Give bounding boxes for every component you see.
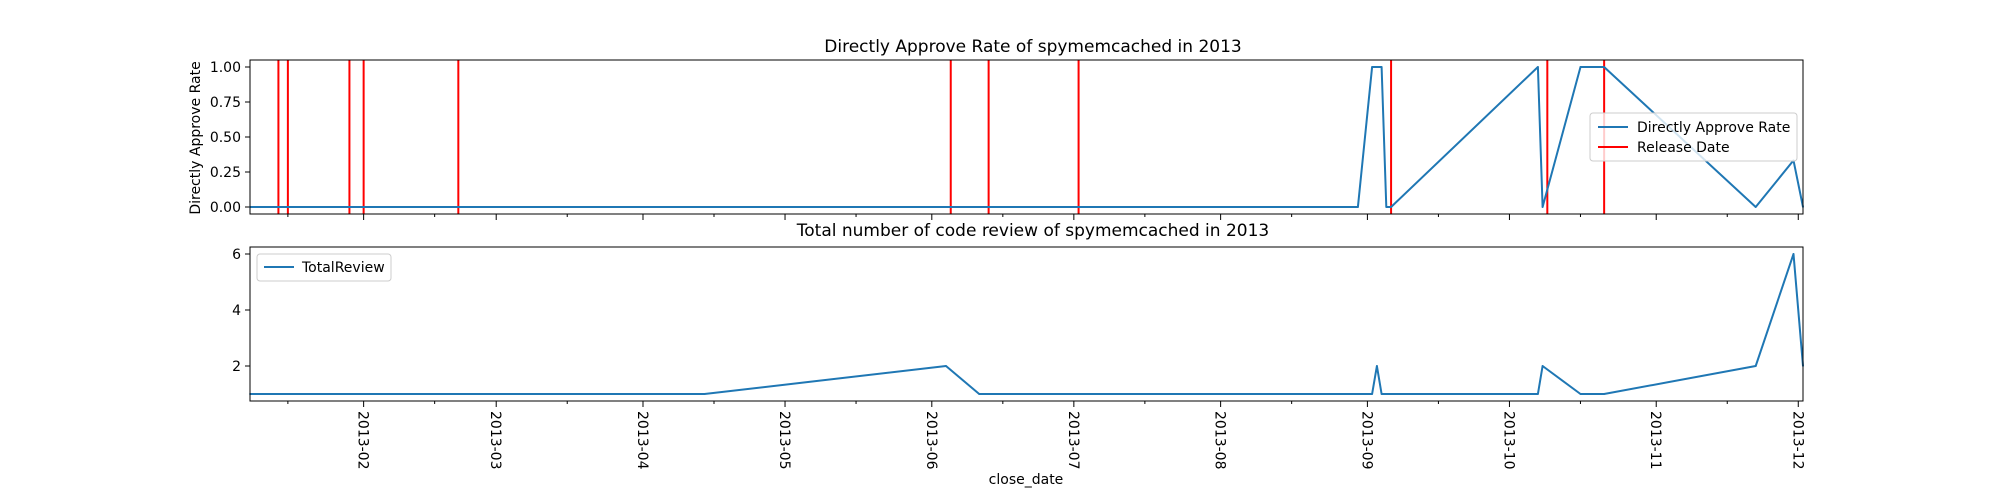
x-tick-label: 2013-12 [1789,411,1805,470]
total-review-series [249,253,1804,395]
approve-rate-y-tick-label: 0.75 [210,95,241,111]
total-review-y-tick-label: 4 [232,303,241,319]
approve-rate-data-point [1536,66,1539,68]
legend-label-release-date: Release Date [1637,140,1730,156]
approve-rate-data-point [1603,66,1606,68]
x-tick-label: 2013-10 [1500,411,1516,470]
total-review-y-tick-label: 6 [232,247,241,263]
total-review-y-tick-label: 2 [232,359,241,375]
total-review-legend: TotalReview [256,253,392,282]
approve-rate-data-point [1385,206,1388,208]
legend-label-approve-rate: Directly Approve Rate [1637,120,1790,136]
x-tick-label: 2013-06 [923,411,939,470]
approve-rate-data-point [1390,206,1392,208]
approve-rate-legend: Directly Approve Rate Release Date [1589,112,1798,162]
approve-rate-data-point [1357,206,1359,208]
x-tick-label: 2013-09 [1358,411,1374,470]
total-review-y-axis: 2 4 6 [232,247,250,375]
approve-rate-data-point [1371,66,1374,68]
approve-rate-y-label: Directly Approve Rate [188,61,204,214]
release-date-lines [277,60,1606,214]
total-review-series-line [250,253,1804,395]
total-review-data-point [1792,253,1795,255]
total-review-data-point [1371,393,1374,395]
total-review-data-point [1375,365,1378,367]
total-review-data-point [1541,365,1544,367]
x-axis-label: close_date [989,472,1064,488]
total-review-plot-frame [249,246,1804,402]
x-tick-label: 2013-07 [1065,411,1081,470]
total-review-data-point [978,393,981,395]
x-tick-label: 2013-05 [776,411,792,470]
x-tick-label: 2013-04 [634,411,650,470]
approve-rate-y-tick-label: 1.00 [210,60,241,76]
total-review-data-point [945,365,947,367]
total-review-title: Total number of code review of spymemcac… [796,221,1269,241]
approve-rate-data-point [1579,66,1582,68]
total-review-data-point [1754,365,1757,367]
approve-rate-plot-frame [249,59,1804,215]
approve-rate-y-tick-label: 0.25 [210,165,241,181]
x-tick-label: 2013-02 [355,411,371,470]
x-tick-label: 2013-03 [487,411,503,470]
total-review-chart: Total number of code review of spymemcac… [232,221,1805,488]
x-tick-label: 2013-08 [1212,411,1228,470]
total-review-data-point [1536,393,1539,395]
approve-rate-y-axis: 0.00 0.25 0.50 0.75 1.00 [210,60,250,216]
approve-rate-chart: Directly Approve Rate of spymemcached in… [188,37,1804,220]
approve-rate-y-tick-label: 0.50 [210,130,241,146]
approve-rate-x-ticks [287,214,1799,220]
approve-rate-y-tick-label: 0.00 [210,200,241,216]
total-review-data-point [1380,393,1383,395]
approve-rate-data-point [1754,206,1757,208]
approve-rate-title: Directly Approve Rate of spymemcached in… [824,37,1241,57]
x-tick-label: 2013-11 [1647,411,1663,470]
total-review-data-point [1579,393,1582,395]
approve-rate-data-point [1380,66,1383,68]
total-review-x-axis: 2013-02 2013-03 2013-04 2013-05 2013-06 2013-… [287,401,1805,470]
total-review-data-point [1603,393,1606,395]
total-review-data-point [703,393,706,395]
legend-label-total-review: TotalReview [301,260,385,276]
approve-rate-data-point [1541,206,1544,208]
